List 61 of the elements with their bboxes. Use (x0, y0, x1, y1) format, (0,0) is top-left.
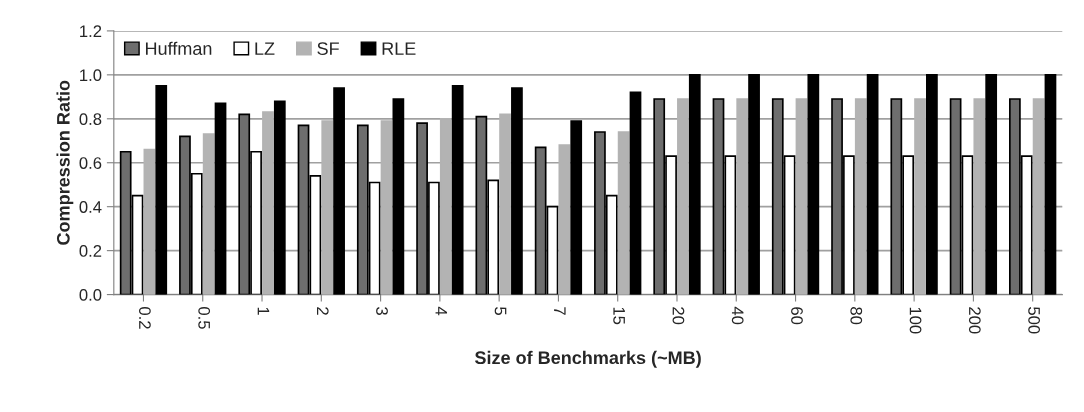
bar (499, 113, 511, 295)
bar (1044, 74, 1057, 295)
y-axis-title: Compression Ratio (56, 80, 74, 245)
bar (914, 98, 926, 295)
bar (748, 74, 760, 295)
bar (380, 120, 393, 295)
bar (558, 144, 571, 295)
bar (736, 98, 749, 295)
y-tick-label: 0.4 (79, 201, 102, 213)
x-axis-title: Size of Benchmarks (~MB) (474, 350, 701, 368)
bar (143, 148, 156, 295)
bar (262, 111, 274, 295)
x-tick-label: 40 (731, 306, 744, 325)
bar (439, 117, 452, 295)
bar (629, 91, 642, 295)
bar (807, 74, 820, 295)
x-tick-label: 2 (316, 307, 329, 315)
bar (202, 133, 215, 295)
x-tick-label: 60 (791, 307, 803, 325)
bar (677, 98, 689, 295)
legend-label: SF (317, 42, 339, 55)
x-tick-label: 0.2 (138, 307, 151, 329)
y-tick-label: 1.2 (80, 25, 102, 37)
bar (511, 87, 523, 295)
x-tick-label: 4 (435, 306, 448, 316)
x-tick-label: 3 (376, 307, 388, 315)
y-tick-label: 0.6 (79, 157, 102, 169)
bar (273, 100, 286, 295)
x-tick-label: 80 (850, 307, 863, 325)
bar (392, 98, 405, 295)
bar (570, 120, 583, 295)
legend-label: LZ (255, 42, 275, 55)
legend-label: RLE (382, 42, 416, 55)
x-tick-label: 5 (494, 307, 507, 315)
y-tick-label: 0.0 (79, 288, 102, 301)
x-tick-label: 500 (1028, 307, 1041, 334)
x-tick-label: 15 (613, 307, 625, 325)
x-tick-label: 7 (554, 307, 566, 315)
y-tick-label: 0.2 (79, 245, 102, 257)
x-tick-label: 1 (257, 307, 270, 315)
bar (926, 74, 938, 295)
y-tick-label: 1.0 (80, 69, 102, 82)
bar (854, 98, 867, 295)
x-tick-label: 0.5 (198, 307, 211, 329)
bar (155, 84, 168, 295)
x-tick-label: 200 (968, 307, 981, 334)
bar (617, 131, 630, 295)
x-tick-label: 20 (672, 307, 685, 325)
bar (985, 74, 998, 295)
bar (688, 74, 701, 295)
y-tick-label: 0.8 (79, 113, 102, 125)
bar (795, 98, 808, 295)
bar (214, 102, 227, 295)
bar (866, 74, 879, 295)
bar (973, 98, 986, 295)
legend-label: Huffman (146, 41, 212, 55)
bar (1032, 98, 1045, 295)
bar (451, 84, 464, 295)
bar (333, 87, 345, 295)
bar (321, 120, 334, 295)
x-tick-label: 100 (909, 307, 922, 334)
